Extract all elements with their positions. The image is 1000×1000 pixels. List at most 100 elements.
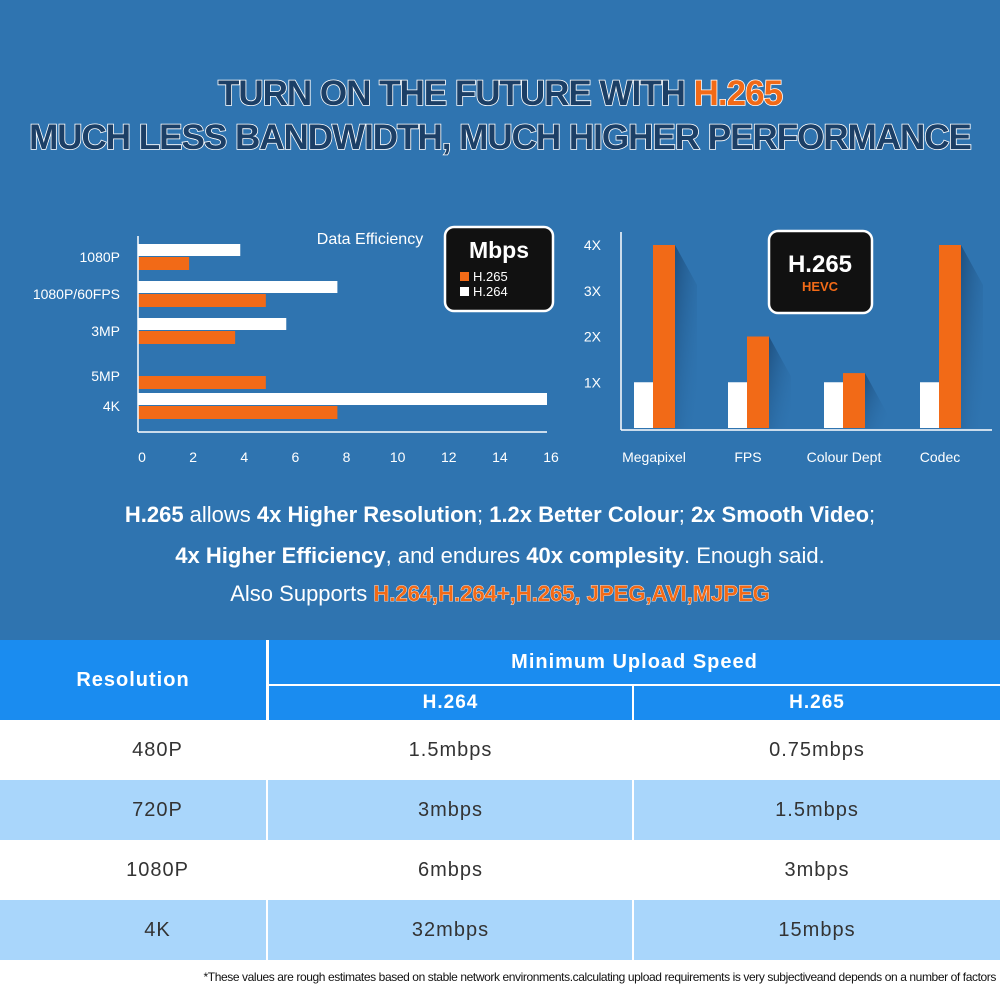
data-efficiency-plot: 1080P 1080P/60FPS 3MP 5MP 4K 0 2 4 6 8 10 12 14 16 Dat… — [33, 225, 559, 465]
category-label: 1080P/60FPS — [33, 286, 120, 302]
bar-baseline — [728, 382, 748, 428]
summary-highlight: 1.2x Better Colour — [489, 502, 679, 527]
legend-label-h264: H.264 — [473, 284, 508, 299]
table-row: 1080P 6mbps 3mbps — [0, 840, 1000, 900]
summary-line-3: Also Supports H.264,H.264+,H.265, JPEG,A… — [0, 581, 1000, 607]
legend-box — [443, 225, 555, 313]
y-tick-label: 3X — [584, 283, 602, 299]
bar-shadow — [961, 245, 983, 428]
chart-title: Data Efficiency — [317, 231, 423, 248]
legend-title: Mbps — [469, 237, 529, 263]
bar-h265 — [138, 406, 338, 419]
summary-highlight: 4x Higher Efficiency — [175, 543, 386, 568]
summary-text: allows — [183, 502, 257, 527]
x-tick-label: 10 — [390, 449, 406, 465]
category-label: Codec — [920, 449, 960, 465]
bar-shadow — [675, 245, 697, 428]
x-tick-label: 14 — [492, 449, 508, 465]
cell-resolution: 4K — [144, 918, 171, 941]
category-label: Colour Dept — [807, 449, 882, 465]
summary-text: ; — [869, 502, 876, 527]
x-tick-label: 8 — [343, 449, 351, 465]
legend-swatch-h265 — [460, 272, 469, 281]
cell-h265: 0.75mbps — [769, 738, 865, 761]
footnote: *These values are rough estimates based … — [203, 970, 997, 984]
legend-swatch-h264 — [460, 287, 469, 296]
bar-h265-gain — [747, 336, 769, 428]
headline-line-2: MUCH LESS BANDWIDTH, MUCH HIGHER PERFORM… — [28, 117, 972, 158]
summary-highlight: H.265 — [124, 502, 184, 527]
supported-codecs: H.264,H.264+,H.265, JPEG,AVI,MJPEG — [373, 581, 770, 607]
column-divider — [632, 900, 634, 960]
h265-comparison-plot: Megapixel FPS Colour Dept Codec 1X 2X 3X 4X H.26… — [584, 229, 992, 465]
category-label: 4K — [103, 398, 121, 414]
table-row: 720P 3mbps 1.5mbps — [0, 780, 1000, 840]
bar-shadow — [865, 373, 887, 428]
table-row: 480P 1.5mbps 0.75mbps — [0, 720, 1000, 780]
header-resolution: Resolution — [0, 640, 266, 720]
category-label: FPS — [734, 449, 761, 465]
upload-speed-table: Resolution Minimum Upload Speed H.264 H.… — [0, 640, 1000, 960]
category-label: 1080P — [80, 249, 120, 265]
headline-line-1: TURN ON THE FUTURE WITH H.265 — [0, 73, 1000, 114]
bar-h264 — [138, 393, 547, 405]
summary-highlight: 40x complesity — [526, 543, 685, 568]
summary-text: , and endures — [385, 543, 527, 568]
badge-title: H.265 — [788, 251, 852, 278]
data-efficiency-chart: 1080P 1080P/60FPS 3MP 5MP 4K 0 2 4 6 8 10 12 14 16 Dat… — [33, 225, 992, 465]
supports-prefix: Also Supports — [230, 581, 374, 606]
headline-prefix: TURN ON THE FUTURE WITH — [217, 73, 694, 114]
column-divider — [266, 780, 268, 840]
bar-h265 — [138, 331, 236, 344]
bar-h265-gain — [843, 373, 865, 428]
summary-highlight: 2x Smooth Video — [690, 502, 870, 527]
bar-h265 — [138, 294, 266, 307]
hero-section: TURN ON THE FUTURE WITH H.265 MUCH LESS … — [0, 0, 1000, 640]
x-tick-label: 4 — [240, 449, 248, 465]
summary-text: . Enough said. — [684, 543, 825, 568]
badge-box — [767, 229, 874, 315]
header-h264: H.264 — [269, 686, 632, 720]
summary-text: ; — [476, 502, 490, 527]
bar-h264 — [138, 244, 241, 256]
bar-h265 — [138, 376, 266, 389]
bar-shadow — [769, 336, 791, 428]
y-tick-label: 4X — [584, 237, 602, 253]
column-divider — [632, 780, 634, 840]
column-divider — [266, 900, 268, 960]
cell-h265: 15mbps — [778, 918, 856, 941]
bar-h264 — [138, 318, 287, 330]
summary-text: ; — [678, 502, 691, 527]
bar-baseline — [634, 382, 654, 428]
cell-h264: 3mbps — [417, 798, 484, 821]
bar-h265-gain — [653, 245, 675, 428]
summary-line-1: H.265 allows 4x Higher Resolution; 1.2x … — [0, 502, 1000, 528]
cell-h264: 32mbps — [411, 918, 490, 941]
cell-resolution: 480P — [132, 738, 183, 761]
x-tick-label: 6 — [291, 449, 299, 465]
badge-subtitle: HEVC — [802, 279, 839, 294]
cell-h264: 6mbps — [417, 858, 484, 881]
x-tick-label: 0 — [138, 449, 146, 465]
bar-h265-gain — [939, 245, 961, 428]
summary-line-2: 4x Higher Efficiency, and endures 40x co… — [0, 543, 1000, 569]
bar-h265 — [138, 257, 190, 270]
legend-label-h265: H.265 — [473, 269, 508, 284]
header-h265: H.265 — [634, 686, 1000, 720]
header-min-upload-speed: Minimum Upload Speed — [269, 640, 1000, 684]
bar-baseline — [824, 382, 844, 428]
y-tick-label: 1X — [584, 374, 602, 390]
cell-h265: 3mbps — [784, 858, 850, 881]
x-tick-label: 12 — [441, 449, 457, 465]
cell-resolution: 720P — [132, 798, 183, 821]
headline-highlight: H.265 — [693, 73, 784, 114]
x-tick-label: 16 — [543, 449, 559, 465]
cell-h264: 1.5mbps — [408, 738, 493, 761]
cell-resolution: 1080P — [126, 858, 189, 881]
summary-highlight: 4x Higher Resolution — [256, 502, 477, 527]
bar-baseline — [920, 382, 940, 428]
category-label: 5MP — [91, 368, 120, 384]
